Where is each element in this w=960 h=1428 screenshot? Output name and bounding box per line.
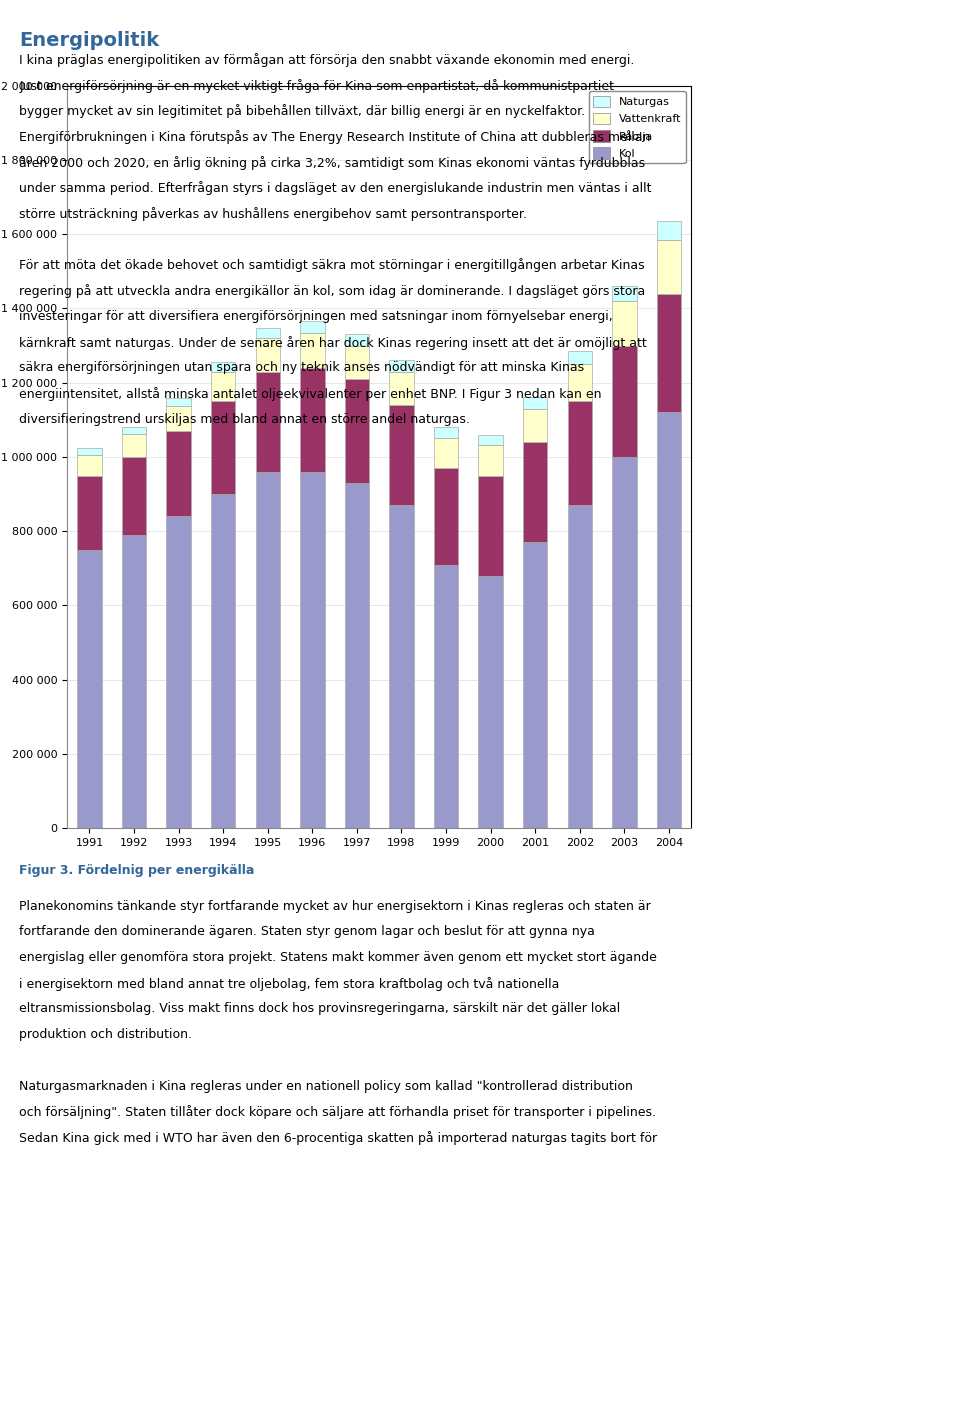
- Bar: [211, 494, 235, 828]
- Bar: [478, 434, 503, 446]
- Bar: [567, 401, 592, 506]
- Bar: [122, 427, 146, 434]
- Legend: Naturgas, Vattenkraft, Råolja, Kol: Naturgas, Vattenkraft, Råolja, Kol: [588, 91, 685, 163]
- Text: regering på att utveckla andra energikällor än kol, som idag är dominerande. I d: regering på att utveckla andra energikäl…: [19, 284, 645, 298]
- Bar: [345, 378, 370, 483]
- Bar: [122, 536, 146, 828]
- Bar: [523, 443, 547, 543]
- Bar: [300, 368, 324, 471]
- Text: bygger mycket av sin legitimitet på bibehållen tillväxt, där billig energi är en: bygger mycket av sin legitimitet på bibe…: [19, 104, 586, 119]
- Text: produktion och distribution.: produktion och distribution.: [19, 1028, 192, 1041]
- Bar: [300, 333, 324, 368]
- Bar: [77, 550, 102, 828]
- Bar: [657, 221, 682, 240]
- Bar: [567, 351, 592, 364]
- Text: Planekonomins tänkande styr fortfarande mycket av hur energisektorn i Kinas regl: Planekonomins tänkande styr fortfarande …: [19, 900, 651, 912]
- Text: fortfarande den dominerande ägaren. Staten styr genom lagar och beslut för att g: fortfarande den dominerande ägaren. Stat…: [19, 925, 595, 938]
- Bar: [389, 506, 414, 828]
- Bar: [612, 301, 636, 346]
- Bar: [77, 476, 102, 550]
- Text: energislag eller genomföra stora projekt. Statens makt kommer även genom ett myc: energislag eller genomföra stora projekt…: [19, 951, 657, 964]
- Text: och försäljning". Staten tillåter dock köpare och säljare att förhandla priset f: och försäljning". Staten tillåter dock k…: [19, 1105, 657, 1120]
- Bar: [612, 346, 636, 457]
- Bar: [300, 321, 324, 333]
- Bar: [612, 286, 636, 301]
- Bar: [389, 371, 414, 406]
- Bar: [523, 408, 547, 443]
- Bar: [567, 506, 592, 828]
- Bar: [77, 456, 102, 476]
- Bar: [345, 483, 370, 828]
- Bar: [166, 397, 191, 406]
- Bar: [523, 397, 547, 408]
- Bar: [166, 431, 191, 517]
- Bar: [434, 564, 458, 828]
- Bar: [211, 371, 235, 401]
- Bar: [657, 294, 682, 413]
- Text: eltransmissionsbolag. Viss makt finns dock hos provinsregeringarna, särskilt när: eltransmissionsbolag. Viss makt finns do…: [19, 1002, 620, 1015]
- Text: under samma period. Efterfrågan styrs i dagsläget av den energislukande industri: under samma period. Efterfrågan styrs i …: [19, 181, 652, 196]
- Bar: [211, 363, 235, 371]
- Text: Sedan Kina gick med i WTO har även den 6-procentiga skatten på importerad naturg: Sedan Kina gick med i WTO har även den 6…: [19, 1131, 658, 1145]
- Bar: [612, 457, 636, 828]
- Bar: [434, 468, 458, 564]
- Bar: [567, 364, 592, 401]
- Text: investeringar för att diversifiera energiförsörjningen med satsningar inom förny: investeringar för att diversifiera energ…: [19, 310, 612, 323]
- Text: energiintensitet, allstå minska antalet oljeekvivalenter per enhet BNP. I Figur : energiintensitet, allstå minska antalet …: [19, 387, 602, 401]
- Bar: [434, 437, 458, 468]
- Text: I kina präglas energipolitiken av förmågan att försörja den snabbt växande ekono: I kina präglas energipolitiken av förmåg…: [19, 53, 635, 67]
- Bar: [211, 401, 235, 494]
- Bar: [255, 371, 280, 471]
- Bar: [255, 338, 280, 371]
- Bar: [523, 543, 547, 828]
- Bar: [478, 575, 503, 828]
- Bar: [77, 448, 102, 456]
- Bar: [122, 434, 146, 457]
- Bar: [478, 446, 503, 476]
- Bar: [300, 471, 324, 828]
- Bar: [478, 476, 503, 575]
- Bar: [345, 346, 370, 378]
- Text: kärnkraft samt naturgas. Under de senare åren har dock Kinas regering insett att: kärnkraft samt naturgas. Under de senare…: [19, 336, 647, 350]
- Bar: [657, 240, 682, 294]
- Text: i energisektorn med bland annat tre oljebolag, fem stora kraftbolag och två nati: i energisektorn med bland annat tre olje…: [19, 977, 560, 991]
- Bar: [657, 413, 682, 828]
- Bar: [166, 517, 191, 828]
- Text: större utsträckning påverkas av hushållens energibehov samt persontransporter.: större utsträckning påverkas av hushålle…: [19, 207, 527, 221]
- Text: För att möta det ökade behovet och samtidigt säkra mot störningar i energitillgå: För att möta det ökade behovet och samti…: [19, 258, 645, 273]
- Bar: [166, 406, 191, 431]
- Text: diversifieringstrend urskiljas med bland annat en större andel naturgas.: diversifieringstrend urskiljas med bland…: [19, 413, 470, 426]
- Bar: [389, 360, 414, 371]
- Bar: [122, 457, 146, 536]
- Text: Naturgasmarknaden i Kina regleras under en nationell policy som kallad "kontroll: Naturgasmarknaden i Kina regleras under …: [19, 1080, 633, 1092]
- Bar: [389, 406, 414, 506]
- Text: Figur 3. Fördelnig per energikälla: Figur 3. Fördelnig per energikälla: [19, 864, 254, 877]
- Bar: [345, 334, 370, 346]
- Bar: [434, 427, 458, 437]
- Bar: [255, 471, 280, 828]
- Text: säkra energiförsörjningen utan spara och ny teknik anses nödvändigt för att mins: säkra energiförsörjningen utan spara och…: [19, 361, 585, 374]
- Text: Energipolitik: Energipolitik: [19, 31, 159, 50]
- Text: Energiförbrukningen i Kina förutspås av The Energy Research Institute of China a: Energiförbrukningen i Kina förutspås av …: [19, 130, 651, 144]
- Text: åren 2000 och 2020, en årlig ökning på cirka 3,2%, samtidigt som Kinas ekonomi v: åren 2000 och 2020, en årlig ökning på c…: [19, 156, 645, 170]
- Text: Just energiförsörjning är en mycket viktigt fråga för Kina som enpartistat, då k: Just energiförsörjning är en mycket vikt…: [19, 79, 614, 93]
- Bar: [255, 328, 280, 338]
